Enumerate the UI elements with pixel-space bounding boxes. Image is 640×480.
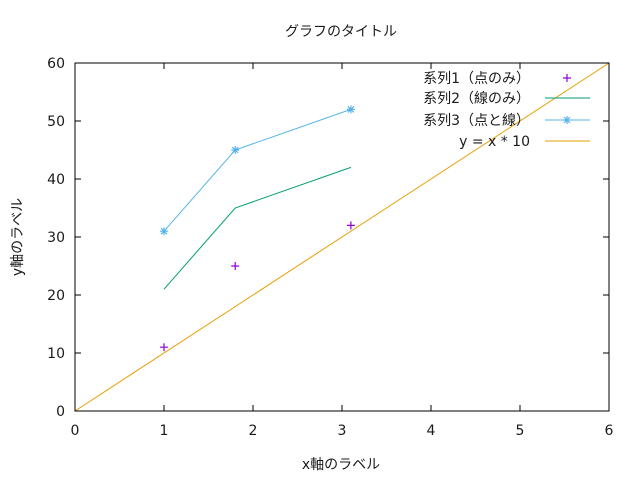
plus-marker [160,343,168,352]
x-tick-label: 5 [516,423,525,439]
series-line [74,62,610,412]
y-tick-label: 50 [47,114,65,130]
x-tick-label: 6 [605,423,614,439]
plot-area [74,62,610,412]
legend-sample [545,116,590,124]
y-tick-label: 0 [56,404,65,420]
x-tick-label: 4 [427,423,436,439]
y-tick-label: 60 [47,56,65,72]
y-tick-label: 30 [47,230,65,246]
legend-label: 系列2（線のみ） [423,91,530,107]
asterisk-marker [563,116,571,124]
x-tick-label: 0 [71,423,80,439]
legend-sample [563,74,571,82]
x-tick-label: 3 [338,423,347,439]
y-tick-label: 20 [47,288,65,304]
series-1 [160,221,355,352]
legend-label: 系列3（点と線） [423,113,530,129]
x-axis-label: x軸のラベル [302,457,380,473]
asterisk-marker [160,227,168,236]
series-4 [74,62,610,412]
y-tick-label: 10 [47,346,65,362]
series-3 [160,105,355,236]
series-line [163,108,352,232]
legend: 系列1（点のみ） 系列2（線のみ） 系列3（点と線） y = x * 10 [423,71,590,150]
plus-marker [563,74,571,82]
y-tick-label: 40 [47,172,65,188]
series-2 [163,166,352,290]
plus-marker [231,262,240,270]
y-axis-label: y軸のラベル [10,198,26,276]
plus-marker [346,221,355,230]
x-tick-label: 2 [249,423,258,439]
legend-label: 系列1（点のみ） [423,71,530,87]
asterisk-marker [231,146,240,154]
legend-label: y = x * 10 [459,134,530,150]
x-tick-label: 1 [160,423,169,439]
series-line [163,166,352,290]
chart-title: グラフのタイトル [285,24,397,40]
plot-frame [74,62,610,412]
asterisk-marker [346,105,355,114]
